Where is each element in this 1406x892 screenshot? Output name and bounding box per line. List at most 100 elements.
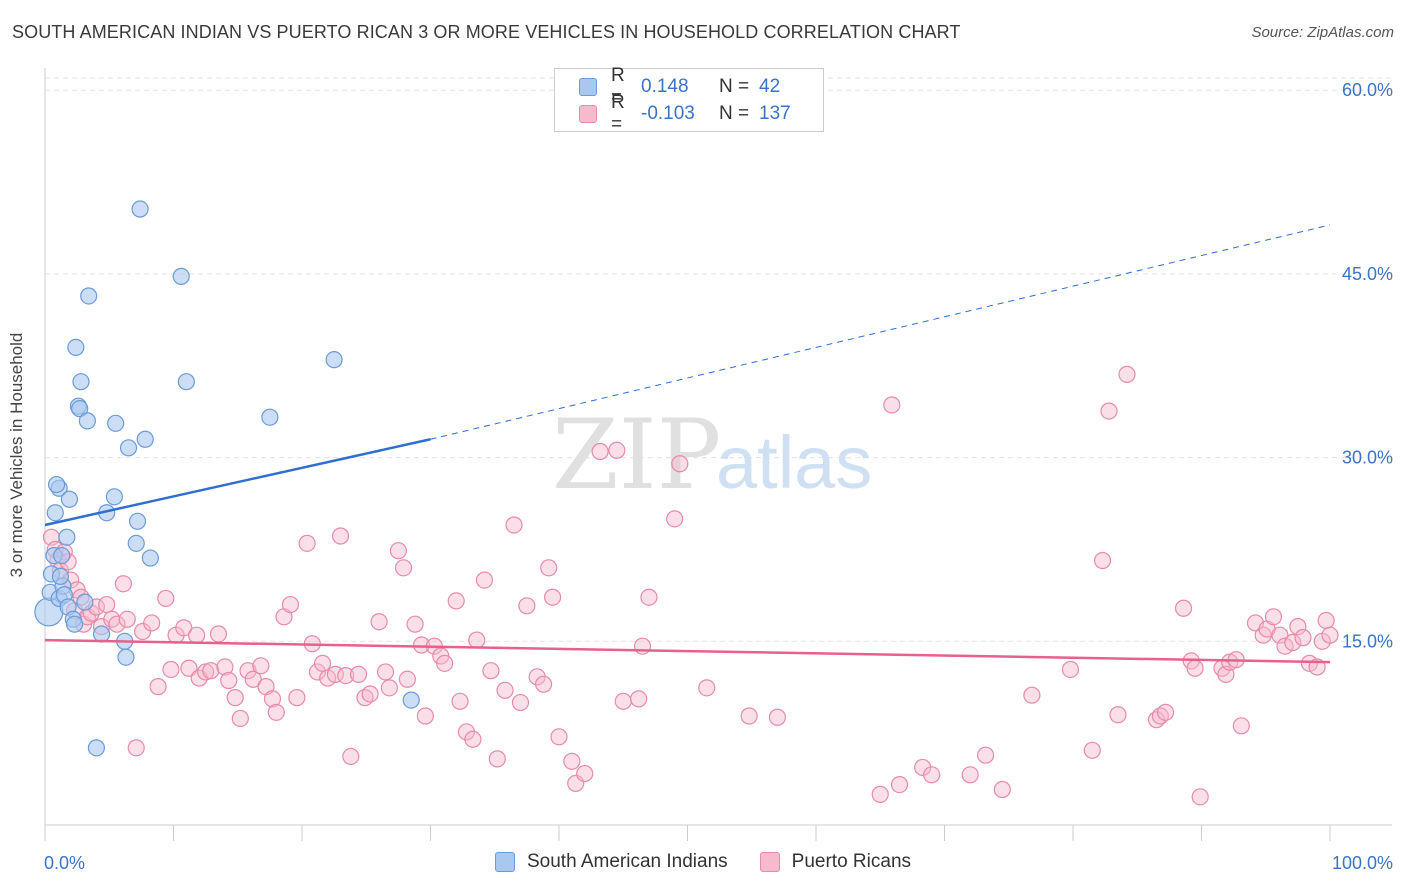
data-point-south-american-indian — [128, 512, 147, 530]
data-point-puerto-rican — [1232, 717, 1250, 735]
data-point-puerto-rican — [614, 692, 632, 710]
data-point-puerto-rican — [380, 679, 398, 697]
data-point-south-american-indian — [87, 739, 106, 757]
data-point-puerto-rican — [1083, 741, 1101, 759]
data-point-south-american-indian — [72, 373, 90, 391]
data-point-puerto-rican — [518, 597, 536, 615]
data-point-south-american-indian — [136, 430, 154, 448]
legend-swatch-pink — [579, 105, 597, 123]
data-point-south-american-indian — [119, 439, 138, 457]
data-point-puerto-rican — [608, 441, 626, 459]
data-point-puerto-rican — [342, 747, 360, 766]
data-point-puerto-rican — [511, 693, 530, 712]
data-point-puerto-rican — [398, 670, 416, 688]
data-point-puerto-rican — [1093, 551, 1112, 570]
legend-r-label: R = — [611, 65, 625, 108]
data-point-puerto-rican — [1321, 626, 1339, 644]
data-point-puerto-rican — [993, 780, 1011, 799]
y-tick-label: 30.0% — [1342, 448, 1393, 468]
source-label: Source: ZipAtlas.com — [1251, 24, 1394, 41]
legend-r-label: R = — [611, 92, 625, 135]
data-point-puerto-rican — [239, 662, 257, 680]
data-point-puerto-rican — [436, 654, 454, 672]
legend-row-pink: R = -0.103 N = 137 — [579, 92, 791, 135]
data-point-south-american-indian — [261, 408, 279, 426]
data-point-south-american-indian — [76, 593, 94, 611]
x-tick-label: 0.0% — [44, 853, 85, 873]
data-point-puerto-rican — [231, 709, 249, 728]
data-point-puerto-rican — [1100, 402, 1118, 420]
data-point-puerto-rican — [267, 703, 285, 721]
data-point-south-american-indian — [172, 267, 190, 285]
data-point-south-american-indian — [127, 534, 145, 552]
legend-n-label: N = — [719, 103, 750, 124]
data-point-puerto-rican — [331, 527, 350, 545]
y-tick-label: 15.0% — [1342, 631, 1393, 651]
data-point-south-american-indian — [131, 200, 149, 218]
data-point-puerto-rican — [313, 654, 332, 672]
data-point-puerto-rican — [1023, 686, 1041, 704]
data-point-puerto-rican — [1174, 599, 1193, 617]
data-point-south-american-indian — [177, 373, 195, 391]
data-point-puerto-rican — [162, 660, 180, 679]
data-point-puerto-rican — [361, 685, 379, 703]
data-point-puerto-rican — [883, 396, 901, 414]
legend-r-value: 0.148 — [641, 76, 689, 97]
data-point-puerto-rican — [175, 619, 193, 637]
data-point-puerto-rican — [157, 589, 175, 608]
data-point-puerto-rican — [468, 631, 486, 649]
legend-item-south-american-indians[interactable]: South American Indians — [494, 851, 728, 873]
data-point-south-american-indian — [402, 691, 420, 709]
data-point-south-american-indian — [78, 412, 97, 430]
data-point-puerto-rican — [288, 689, 306, 707]
data-point-puerto-rican — [118, 610, 136, 628]
data-point-puerto-rican — [308, 663, 327, 681]
data-point-puerto-rican — [202, 662, 220, 680]
legend-swatch-pink — [759, 852, 780, 872]
data-point-puerto-rican — [1186, 659, 1204, 677]
data-point-puerto-rican — [576, 764, 594, 783]
legend-n-value: 137 — [759, 103, 791, 124]
legend-r-value: -0.103 — [641, 103, 695, 124]
x-tick-label: 100.0% — [1332, 853, 1393, 873]
data-point-puerto-rican — [349, 665, 368, 683]
trendlines — [44, 224, 1331, 664]
axes — [44, 68, 1392, 841]
data-point-puerto-rican — [127, 739, 145, 757]
correlation-legend: R = 0.148 N = 42 R = -0.103 N = 137 — [554, 65, 824, 135]
data-point-puerto-rican — [591, 442, 609, 461]
data-point-puerto-rican — [220, 671, 238, 690]
data-point-puerto-rican — [740, 707, 758, 725]
data-point-puerto-rican — [543, 588, 562, 606]
data-point-puerto-rican — [412, 636, 431, 654]
data-point-south-american-indian — [47, 475, 66, 494]
data-point-south-american-indian — [51, 567, 70, 586]
data-point-puerto-rican — [671, 455, 689, 473]
data-point-puerto-rican — [244, 670, 262, 688]
legend-n-value: 42 — [759, 76, 781, 97]
data-point-puerto-rican — [630, 690, 648, 708]
data-point-puerto-rican — [488, 750, 506, 768]
data-point-south-american-indian — [141, 549, 159, 567]
legend-swatch-blue — [494, 852, 515, 872]
data-point-puerto-rican — [1109, 706, 1127, 724]
legend-label: Puerto Ricans — [791, 851, 912, 872]
data-point-puerto-rican — [1289, 618, 1307, 636]
data-point-puerto-rican — [540, 559, 558, 577]
legend-item-puerto-ricans[interactable]: Puerto Ricans — [759, 851, 912, 873]
trendline-puerto-ricans — [44, 638, 1331, 664]
data-point-puerto-rican — [209, 625, 228, 643]
data-point-puerto-rican — [188, 626, 206, 644]
data-point-puerto-rican — [977, 746, 995, 764]
data-point-puerto-rican — [698, 679, 716, 697]
data-point-puerto-rican — [416, 707, 434, 725]
series-legend: South American Indians Puerto Ricans — [0, 851, 1406, 873]
data-point-puerto-rican — [149, 678, 167, 696]
data-point-puerto-rican — [961, 766, 979, 784]
watermark-atlas: atlas — [716, 421, 872, 504]
y-tick-label: 45.0% — [1342, 264, 1393, 284]
data-point-south-american-indian — [58, 528, 76, 546]
data-point-puerto-rican — [389, 542, 407, 560]
data-point-puerto-rican — [633, 637, 652, 655]
